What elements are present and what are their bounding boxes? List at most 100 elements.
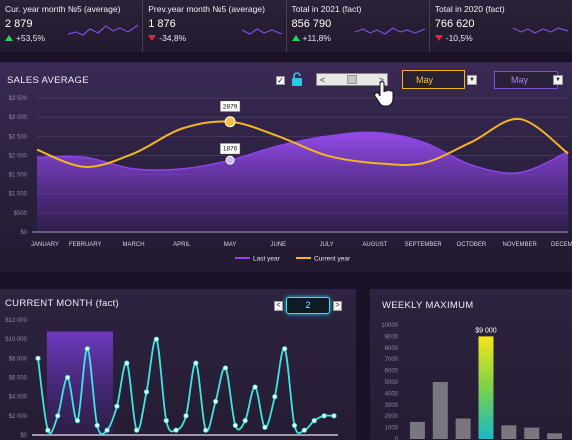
x-tick-label: DECEMBER — [551, 242, 572, 248]
daily-point[interactable] — [311, 418, 317, 424]
sparkline — [241, 28, 282, 35]
scroll-thumb[interactable] — [347, 75, 357, 84]
sales-average-chart: 2879 1876 $0 $500 $1 000 $1 500 $2 000 $2 500… — [9, 96, 572, 263]
sparkline — [354, 27, 425, 35]
scroll-left-button[interactable]: < — [320, 74, 326, 85]
daily-point[interactable] — [104, 427, 110, 433]
daily-point[interactable] — [193, 360, 199, 366]
legend-current-year: Current year — [314, 256, 351, 263]
daily-point[interactable] — [94, 422, 100, 429]
y-tick-label: $3 500 — [9, 96, 28, 102]
week-bar[interactable] — [547, 433, 563, 439]
month-select[interactable]: May — [402, 70, 465, 89]
checkbox[interactable]: ✓ — [276, 76, 285, 85]
max-value-label: $9 000 — [475, 327, 497, 334]
kpi-change-row: -10,5% — [434, 33, 567, 43]
daily-point[interactable] — [163, 418, 169, 424]
daily-point[interactable] — [143, 389, 150, 395]
y-tick-label: $4 000 — [9, 395, 28, 401]
daily-point[interactable] — [272, 394, 278, 400]
y-tick-label: 6000 — [385, 369, 399, 375]
daily-point[interactable] — [74, 418, 81, 424]
y-tick-label: $3 000 — [9, 115, 28, 121]
current-month-chart: $0 $2 000 $4 000 $6 000 $8 000 $10 000 $12 000 — [5, 318, 338, 439]
daily-point[interactable] — [124, 360, 130, 366]
hand-cursor-icon — [374, 81, 394, 107]
last-year-callout: 1876 — [219, 142, 241, 155]
y-tick-label: $2 000 — [9, 153, 28, 159]
y-tick-label: $500 — [14, 211, 28, 217]
week-bar[interactable] — [455, 418, 471, 439]
kpi-change: +11,8% — [302, 33, 331, 43]
stepper-prev-button[interactable]: < — [274, 300, 283, 311]
daily-point[interactable] — [262, 424, 268, 430]
daily-point[interactable] — [282, 346, 288, 352]
scroll-right-button[interactable]: > — [378, 74, 384, 85]
current-callout-label: 2879 — [223, 103, 238, 110]
daily-point[interactable] — [35, 355, 41, 361]
kpi-value: 2 879 — [5, 18, 33, 30]
panel-title: CURRENT MONTH (fact) — [5, 298, 120, 309]
x-tick-label: OCTOBER — [457, 242, 487, 248]
daily-point[interactable] — [84, 346, 90, 352]
sales-average-panel: SALES AVERAGE ✓ < > May ▼ May ▼ 2879 1 — [0, 62, 572, 272]
stepper-value[interactable]: 2 — [286, 297, 330, 314]
kpi-card-total-2021: Total in 2021 (fact) 856 790 +11,8% — [287, 0, 430, 52]
kpi-change-row: +11,8% — [291, 33, 424, 43]
kpi-title: Cur. year month №5 (average) — [5, 4, 121, 14]
daily-point[interactable] — [183, 413, 189, 419]
x-tick-label: MARCH — [123, 242, 145, 248]
x-tick-label: AUGUST — [362, 242, 387, 248]
last-year-point[interactable] — [225, 155, 235, 165]
kpi-card-cur-month: Cur. year month №5 (average) 2 879 +53,5… — [0, 0, 144, 52]
dropdown-arrow-2[interactable]: ▼ — [553, 75, 563, 85]
kpi-value: 1 876 — [148, 18, 176, 30]
daily-point[interactable] — [242, 418, 248, 424]
daily-point[interactable] — [331, 413, 337, 419]
week-bar[interactable] — [524, 427, 540, 439]
kpi-value: 766 620 — [434, 18, 475, 30]
dropdown-arrow[interactable]: ▼ — [467, 75, 477, 85]
week-bar[interactable] — [432, 382, 448, 439]
daily-point[interactable] — [45, 427, 51, 433]
y-tick-label: 3000 — [385, 403, 399, 409]
lock-open-icon[interactable] — [291, 72, 303, 86]
daily-point[interactable] — [232, 422, 238, 429]
y-tick-label: 0 — [395, 437, 399, 440]
y-tick-label: 1000 — [385, 426, 399, 432]
daily-point[interactable] — [55, 413, 61, 419]
y-tick-label: $2 500 — [9, 134, 28, 140]
y-tick-label: $6 000 — [9, 376, 28, 382]
week-bar[interactable] — [409, 421, 425, 439]
daily-point[interactable] — [321, 413, 327, 419]
daily-point[interactable] — [65, 374, 71, 381]
legend-last-year: Last year — [253, 256, 281, 263]
daily-point[interactable] — [301, 427, 307, 433]
y-tick-label: 9000 — [385, 334, 399, 340]
kpi-title: Total in 2021 (fact) — [291, 4, 362, 14]
week-bar[interactable] — [501, 425, 517, 439]
weekly-maximum-panel: WEEKLY MAXIMUM 0 1000 2000 3000 4000 5000 6000… — [370, 289, 572, 440]
y-tick-label: 8000 — [385, 346, 399, 352]
current-year-point[interactable] — [224, 116, 236, 128]
daily-point[interactable] — [252, 384, 258, 390]
daily-point[interactable] — [114, 403, 120, 409]
daily-point[interactable] — [291, 422, 298, 429]
sparkline — [68, 24, 139, 36]
kpi-change: -34,8% — [159, 33, 187, 43]
daily-point[interactable] — [203, 427, 209, 433]
kpi-card-total-2020: Total in 2020 (fact) 766 620 -10,5% — [430, 0, 572, 52]
kpi-bar: Cur. year month №5 (average) 2 879 +53,5… — [0, 0, 572, 52]
day-stepper[interactable]: < 2 > — [274, 297, 342, 314]
daily-point[interactable] — [173, 427, 179, 433]
max-week-bar[interactable] — [478, 336, 494, 439]
daily-point[interactable] — [213, 398, 219, 405]
kpi-card-prev-month: Prev.year month №5 (average) 1 876 -34,8… — [143, 0, 287, 52]
daily-point[interactable] — [153, 336, 159, 342]
month-scrollbar[interactable]: < > — [316, 73, 388, 86]
arrow-up-icon — [291, 35, 300, 41]
daily-point[interactable] — [134, 427, 140, 433]
stepper-next-button[interactable]: > — [333, 300, 342, 311]
y-tick-label: $8 000 — [9, 356, 28, 362]
daily-point[interactable] — [222, 365, 229, 371]
